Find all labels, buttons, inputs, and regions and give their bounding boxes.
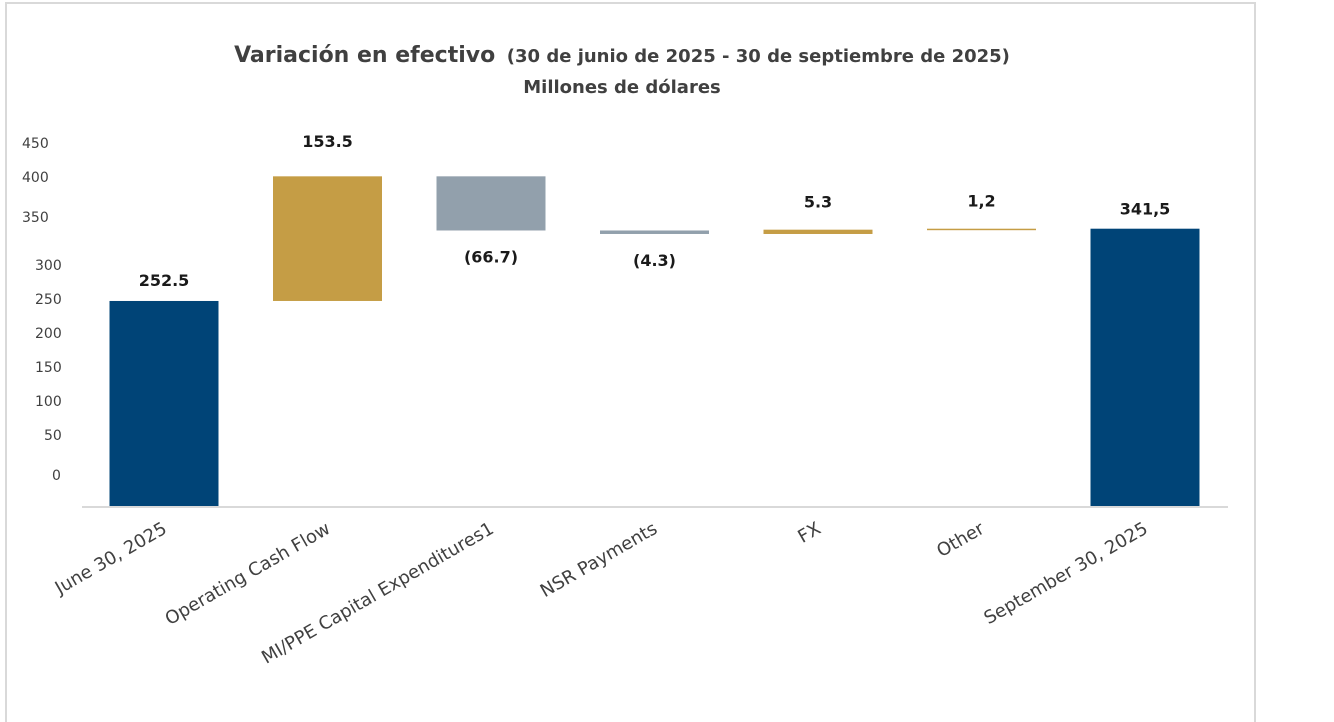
bar-september-30-2025 <box>1090 228 1200 506</box>
y-tick-label: 50 <box>44 428 62 444</box>
data-label: 252.5 <box>139 271 190 290</box>
bars-group <box>109 176 1200 506</box>
x-tick-label: Other <box>933 518 988 562</box>
x-tick-label: NSR Payments <box>537 518 661 602</box>
chart-title: Variación en efectivo (30 de junio de 20… <box>234 43 1010 68</box>
data-label: (66.7) <box>464 247 518 266</box>
y-tick-label: 100 <box>35 394 62 410</box>
y-tick-label: 300 <box>35 258 62 274</box>
y-tick-label: 150 <box>35 360 62 376</box>
data-labels-group: 252.5 153.5 (66.7) (4.3) 5.3 1,2 341,5 <box>139 132 1171 290</box>
data-label: 5.3 <box>804 193 832 212</box>
data-label: 341,5 <box>1120 200 1171 219</box>
bar-nsr-payments <box>600 230 709 234</box>
chart-title-main: Variación en efectivo <box>234 43 495 68</box>
bar-fx <box>763 229 873 234</box>
y-tick-label: 200 <box>35 326 62 342</box>
bar-other <box>927 228 1036 231</box>
chart-frame <box>5 2 1256 722</box>
y-axis: 450 400 350 300 250 200 150 100 50 0 <box>22 136 62 484</box>
data-label: 1,2 <box>967 192 995 211</box>
data-label: 153.5 <box>302 132 353 151</box>
bar-operating-cash-flow <box>273 176 382 301</box>
y-tick-label: 0 <box>52 468 61 484</box>
x-tick-label: June 30, 2025 <box>51 518 171 599</box>
data-label: (4.3) <box>633 251 676 270</box>
y-tick-label: 250 <box>35 292 62 308</box>
x-tick-label: September 30, 2025 <box>980 518 1151 629</box>
chart-subtitle: Millones de dólares <box>523 77 721 98</box>
y-tick-label: 400 <box>22 170 49 186</box>
bar-june-30-2025 <box>109 300 219 506</box>
y-tick-label: 350 <box>22 210 49 226</box>
bar-mi-ppe-capital-expenditures1 <box>436 176 546 231</box>
x-tick-label: FX <box>794 518 824 548</box>
y-tick-label: 450 <box>22 136 49 152</box>
chart-title-suffix: (30 de junio de 2025 - 30 de septiembre … <box>507 46 1010 67</box>
x-tick-label: Operating Cash Flow <box>162 518 334 630</box>
